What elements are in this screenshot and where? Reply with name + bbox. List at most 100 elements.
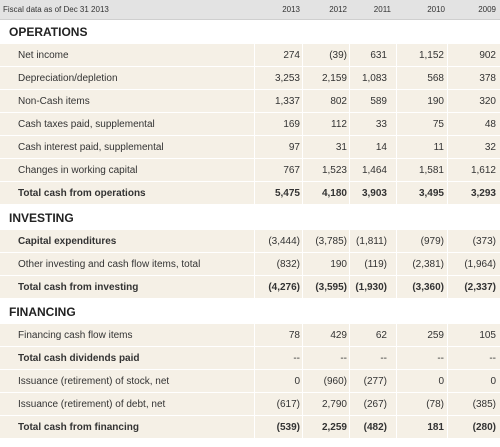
cell-2013: 3,253 bbox=[274, 73, 300, 84]
cell-2011: (482) bbox=[363, 422, 387, 433]
section-financing: FINANCING bbox=[0, 300, 500, 324]
cell-2010: 259 bbox=[427, 330, 444, 341]
cell-2013: (832) bbox=[276, 259, 300, 270]
table-row: Depreciation/depletion 3,253 2,159 1,083… bbox=[0, 67, 500, 90]
cell-2012: 112 bbox=[331, 119, 347, 130]
cell-2011: 631 bbox=[370, 50, 387, 61]
table-row: Total cash dividends paid -- -- -- -- -- bbox=[0, 347, 500, 370]
table-row: Non-Cash items 1,337 802 589 190 320 bbox=[0, 90, 500, 113]
cell-2010: 568 bbox=[427, 73, 444, 84]
cell-2012: 802 bbox=[330, 96, 347, 107]
cell-2009: 1,612 bbox=[470, 165, 496, 176]
cell-2011: 14 bbox=[375, 142, 387, 153]
cell-2013: 169 bbox=[283, 119, 300, 130]
column-divider bbox=[254, 20, 255, 447]
cell-2013: 1,337 bbox=[274, 96, 300, 107]
cell-2009: (373) bbox=[472, 236, 496, 247]
row-label: Total cash from financing bbox=[18, 422, 139, 433]
row-label: Net income bbox=[18, 50, 69, 61]
cell-2013: (617) bbox=[276, 399, 300, 410]
cell-2013: (4,276) bbox=[268, 282, 300, 293]
column-divider bbox=[447, 20, 448, 447]
cell-2009: (1,964) bbox=[464, 259, 496, 270]
row-label: Cash taxes paid, supplemental bbox=[18, 119, 155, 130]
column-divider bbox=[349, 20, 350, 447]
cell-2009: 32 bbox=[484, 142, 496, 153]
cell-2010: (78) bbox=[426, 399, 444, 410]
cell-2009: (385) bbox=[472, 399, 496, 410]
cell-2009: 378 bbox=[479, 73, 496, 84]
row-label: Issuance (retirement) of debt, net bbox=[18, 399, 166, 410]
year-header-2009: 2009 bbox=[478, 5, 496, 14]
year-header-2011: 2011 bbox=[373, 5, 391, 14]
cell-2012: 2,790 bbox=[321, 399, 347, 410]
cell-2010: 190 bbox=[427, 96, 444, 107]
cell-2009: 902 bbox=[479, 50, 496, 61]
table-row: Issuance (retirement) of stock, net 0 (9… bbox=[0, 370, 500, 393]
cell-2012: -- bbox=[340, 353, 347, 364]
cell-2010: 3,495 bbox=[418, 188, 444, 199]
cell-2013: 97 bbox=[288, 142, 300, 153]
row-label: Financing cash flow items bbox=[18, 330, 133, 341]
cell-2013: 274 bbox=[283, 50, 300, 61]
row-label: Changes in working capital bbox=[18, 165, 138, 176]
table-row: Issuance (retirement) of debt, net (617)… bbox=[0, 393, 500, 416]
cell-2010: 11 bbox=[433, 142, 444, 153]
cell-2011: 33 bbox=[375, 119, 387, 130]
cell-2011: (1,930) bbox=[355, 282, 387, 293]
cell-2012: 429 bbox=[330, 330, 347, 341]
cell-2012: (3,785) bbox=[315, 236, 347, 247]
row-label: Cash interest paid, supplemental bbox=[18, 142, 164, 153]
row-label: Capital expenditures bbox=[18, 236, 117, 247]
table-row: Cash taxes paid, supplemental 169 112 33… bbox=[0, 113, 500, 136]
cell-2009: 320 bbox=[479, 96, 496, 107]
cell-2013: 767 bbox=[283, 165, 300, 176]
cell-2010: 1,581 bbox=[418, 165, 444, 176]
cell-2012: (3,595) bbox=[315, 282, 347, 293]
cell-2012: 4,180 bbox=[321, 188, 347, 199]
cell-2012: 2,159 bbox=[321, 73, 347, 84]
year-header-2013: 2013 bbox=[282, 5, 300, 14]
cell-2012: 2,259 bbox=[321, 422, 347, 433]
cell-2010: (979) bbox=[420, 236, 444, 247]
table-row: Other investing and cash flow items, tot… bbox=[0, 253, 500, 276]
cell-2012: (39) bbox=[329, 50, 347, 61]
cell-2009: (280) bbox=[472, 422, 496, 433]
cell-2011: 589 bbox=[370, 96, 387, 107]
row-label: Total cash from investing bbox=[18, 282, 139, 293]
year-header-2010: 2010 bbox=[427, 5, 445, 14]
total-row: Total cash from financing (539) 2,259 (4… bbox=[0, 416, 500, 439]
row-label: Depreciation/depletion bbox=[18, 73, 118, 84]
cell-2013: 78 bbox=[288, 330, 300, 341]
cell-2009: 3,293 bbox=[470, 188, 496, 199]
cell-2012: 31 bbox=[335, 142, 347, 153]
table-row: Cash interest paid, supplemental 97 31 1… bbox=[0, 136, 500, 159]
cell-2009: (2,337) bbox=[464, 282, 496, 293]
column-divider bbox=[396, 20, 397, 447]
section-investing: INVESTING bbox=[0, 206, 500, 230]
cell-2009: 0 bbox=[490, 376, 496, 387]
cell-2011: (277) bbox=[363, 376, 387, 387]
table-row: Capital expenditures (3,444) (3,785) (1,… bbox=[0, 230, 500, 253]
column-divider bbox=[302, 20, 303, 447]
cell-2011: (267) bbox=[363, 399, 387, 410]
cell-2013: 5,475 bbox=[274, 188, 300, 199]
cell-2013: -- bbox=[293, 353, 300, 364]
cell-2011: 62 bbox=[375, 330, 387, 341]
cell-2010: (3,360) bbox=[412, 282, 444, 293]
cell-2013: (3,444) bbox=[268, 236, 300, 247]
cell-2011: 3,903 bbox=[361, 188, 387, 199]
cell-2011: 1,083 bbox=[361, 73, 387, 84]
row-label: Other investing and cash flow items, tot… bbox=[18, 259, 201, 270]
table-header: Fiscal data as of Dec 31 2013 2013 2012 … bbox=[0, 0, 500, 20]
cell-2011: (1,811) bbox=[356, 236, 387, 247]
section-operations: OPERATIONS bbox=[0, 20, 500, 44]
cell-2009: -- bbox=[489, 353, 496, 364]
cell-2011: 1,464 bbox=[361, 165, 387, 176]
cell-2012: 190 bbox=[330, 259, 347, 270]
table-row: Net income 274 (39) 631 1,152 902 bbox=[0, 44, 500, 67]
cell-2010: 1,152 bbox=[418, 50, 444, 61]
row-label: Total cash dividends paid bbox=[18, 353, 140, 364]
table-row: Financing cash flow items 78 429 62 259 … bbox=[0, 324, 500, 347]
cell-2011: (119) bbox=[364, 259, 387, 270]
